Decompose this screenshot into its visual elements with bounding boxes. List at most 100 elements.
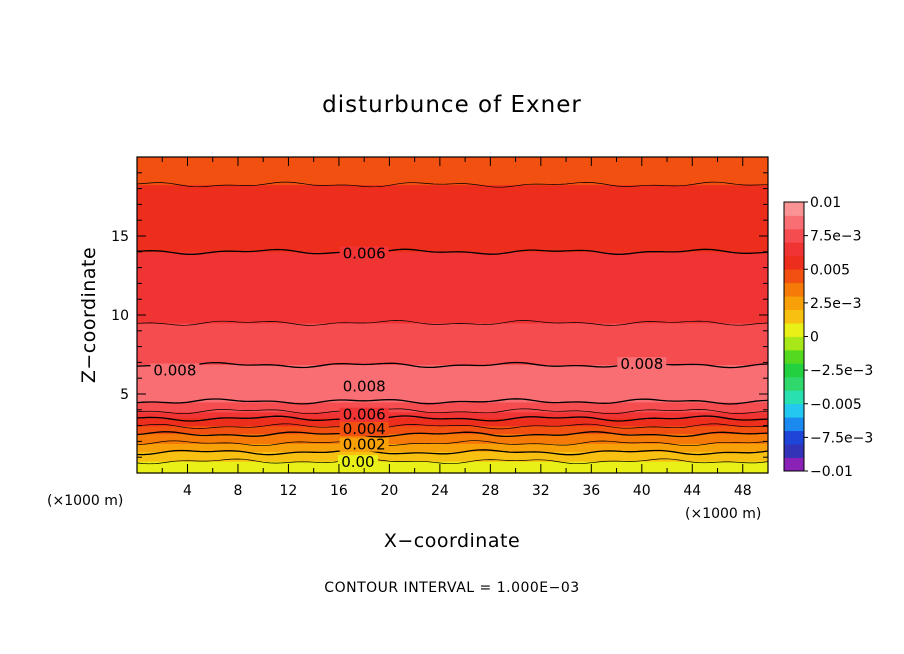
contour-band: [137, 360, 768, 363]
contour-band: [137, 261, 768, 265]
contour-band: [137, 212, 768, 215]
contour-band: [137, 180, 768, 184]
contour-band: [137, 247, 768, 251]
contour-band: [137, 236, 768, 239]
contour-band: [137, 437, 768, 441]
contour-band: [137, 413, 768, 417]
colorbar-swatch: [784, 430, 804, 445]
contour-band: [137, 263, 768, 267]
contour-band: [137, 287, 768, 290]
contour-band: [137, 305, 768, 308]
contour-band: [137, 164, 768, 168]
contour-band: [137, 469, 768, 472]
contour-band: [137, 463, 768, 466]
contour-band: [137, 411, 768, 415]
contour-band: [137, 338, 768, 342]
contour-band: [137, 433, 768, 437]
x-tick-label: 32: [532, 483, 550, 499]
contour-band: [137, 222, 768, 225]
colorbar-labels: 0.01 7.5e−3 0.005 2.5e−3 0 −2.5e−3 −0.005 −7.5e…: [804, 195, 873, 480]
contour-label-bg: [339, 246, 389, 261]
contour-band: [137, 344, 768, 348]
contour-band: [137, 457, 768, 460]
contour-band: [137, 251, 768, 255]
x-unit-label-left: (×1000 m): [47, 493, 123, 509]
contour-band: [137, 168, 768, 172]
contour-label: 0.002: [343, 436, 386, 454]
contour-band: [137, 465, 768, 468]
contour-band: [137, 429, 768, 433]
contour-line: [136, 320, 769, 326]
contour-band: [137, 311, 768, 314]
contour-label: 0.00: [341, 453, 374, 471]
contour-band: [137, 206, 768, 209]
contour-band: [137, 245, 768, 249]
contour-line: [136, 248, 769, 255]
contour-band: [137, 192, 768, 196]
contour-band: [137, 316, 768, 320]
contour-band: [137, 257, 768, 261]
contour-band: [137, 255, 768, 259]
contour-band: [137, 210, 768, 213]
contour-band: [137, 162, 768, 166]
contour-band: [137, 259, 768, 263]
contour-band: [137, 186, 768, 190]
colorbar-label: −2.5e−3: [810, 363, 873, 379]
x-tick-label: 36: [582, 483, 600, 499]
contour-label: 0.004: [343, 420, 386, 438]
contour-band: [137, 459, 768, 462]
contour-band: [137, 283, 768, 286]
colorbar-swatch: [784, 282, 804, 297]
y-tick-label: 5: [120, 387, 129, 403]
x-tick-label: 12: [279, 483, 297, 499]
contour-band: [137, 318, 768, 322]
colorbar-swatch: [784, 336, 804, 351]
contour-label: 0.008: [153, 362, 196, 380]
contour-band: [137, 322, 768, 326]
contour-band: [137, 271, 768, 275]
colorbar-swatch: [784, 403, 804, 418]
contour-band: [137, 226, 768, 229]
contour-band: [137, 372, 768, 375]
x-axis-ticks: 4 8 12 16 20 24 28 32 36 40 44 48: [136, 157, 769, 499]
contour-label-bg: [339, 437, 389, 452]
contour-band: [137, 392, 768, 395]
contour-band: [137, 249, 768, 253]
contour-band: [137, 330, 768, 334]
contour-band: [137, 443, 768, 446]
contour-band: [137, 230, 768, 233]
contour-band: [137, 234, 768, 237]
contour-band: [137, 188, 768, 192]
x-tick-label: 24: [431, 483, 449, 499]
contour-band: [137, 301, 768, 304]
contour-line: [136, 449, 769, 456]
contour-band: [137, 415, 768, 419]
contour-band: [137, 356, 768, 360]
contour-band: [137, 166, 768, 170]
contour-band: [137, 395, 768, 399]
x-unit-label-right: (×1000 m): [685, 506, 761, 522]
x-tick-label: 8: [234, 483, 243, 499]
contour-band: [137, 449, 768, 452]
contour-band: [137, 160, 768, 164]
contour-band: [137, 172, 768, 176]
colorbar-label: −7.5e−3: [810, 430, 873, 446]
contour-band: [137, 348, 768, 352]
contour-label-bg: [150, 363, 200, 378]
contour-band: [137, 439, 768, 442]
contour-band: [137, 273, 768, 277]
contour-band: [137, 220, 768, 223]
contour-band: [137, 368, 768, 371]
x-tick-label: 28: [481, 483, 499, 499]
colorbar-swatch: [784, 457, 804, 472]
y-tick-label: 10: [111, 308, 129, 324]
colorbar-label: −0.005: [810, 397, 862, 413]
colorbar-swatch: [784, 255, 804, 270]
contour-line: [136, 398, 769, 405]
x-tick-label: 4: [183, 483, 192, 499]
contour-band: [137, 178, 768, 182]
contour-band: [137, 176, 768, 180]
contour-band: [137, 267, 768, 271]
contour-band: [137, 328, 768, 332]
